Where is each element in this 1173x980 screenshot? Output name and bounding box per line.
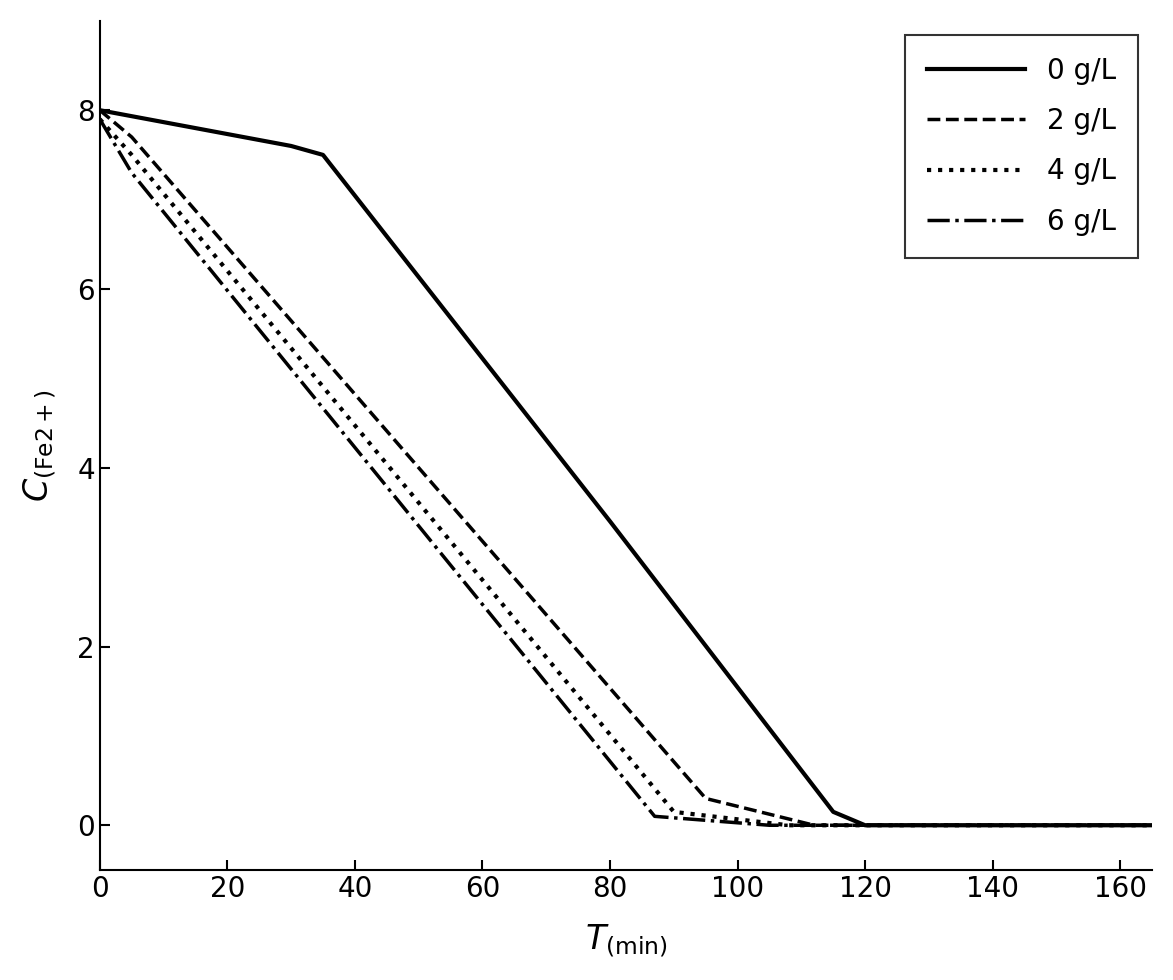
0 g/L	[603, 515, 617, 527]
Legend: 0 g/L, 2 g/L, 4 g/L, 6 g/L: 0 g/L, 2 g/L, 4 g/L, 6 g/L	[906, 34, 1138, 258]
4 g/L	[781, 819, 795, 831]
4 g/L	[93, 114, 107, 125]
0 g/L	[1145, 819, 1159, 831]
2 g/L	[807, 819, 821, 831]
2 g/L	[93, 104, 107, 116]
2 g/L	[699, 793, 713, 805]
6 g/L	[762, 819, 777, 831]
Line: 0 g/L: 0 g/L	[100, 110, 1152, 825]
6 g/L	[1145, 819, 1159, 831]
0 g/L	[859, 819, 873, 831]
Line: 2 g/L: 2 g/L	[100, 110, 1152, 825]
6 g/L	[647, 810, 662, 822]
0 g/L	[284, 140, 298, 152]
0 g/L	[316, 149, 330, 161]
4 g/L	[666, 806, 680, 817]
Line: 4 g/L: 4 g/L	[100, 120, 1152, 825]
0 g/L	[826, 806, 840, 817]
2 g/L	[1145, 819, 1159, 831]
0 g/L	[93, 104, 107, 116]
6 g/L	[124, 167, 138, 178]
6 g/L	[93, 114, 107, 125]
2 g/L	[124, 131, 138, 143]
4 g/L	[1145, 819, 1159, 831]
Y-axis label: $C_{\mathrm{(Fe2+)}}$: $C_{\mathrm{(Fe2+)}}$	[21, 389, 57, 502]
Line: 6 g/L: 6 g/L	[100, 120, 1152, 825]
X-axis label: $T_{\mathrm{(min)}}$: $T_{\mathrm{(min)}}$	[584, 922, 667, 959]
4 g/L	[124, 149, 138, 161]
